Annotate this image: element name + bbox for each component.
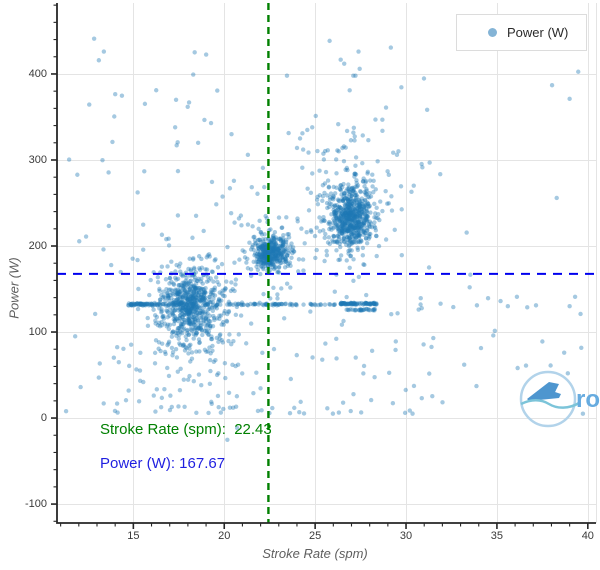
annotation-power-mean: Power (W): 167.67 bbox=[100, 455, 226, 472]
watermark-text: rows bbox=[576, 386, 600, 413]
y-tick-label: -100 bbox=[24, 498, 47, 511]
x-tick-label: 20 bbox=[218, 530, 231, 542]
y-tick-label: 400 bbox=[28, 67, 47, 80]
watermark-boat-icon bbox=[527, 382, 561, 401]
y-tick-label: 200 bbox=[28, 240, 47, 252]
legend-marker-icon bbox=[488, 28, 497, 37]
annotation-stroke-rate-mean: Stroke Rate (spm): 22.43 bbox=[100, 421, 272, 438]
y-tick-label: 100 bbox=[28, 326, 47, 339]
legend: Power (W) bbox=[456, 14, 587, 51]
watermark-circle-icon bbox=[519, 370, 577, 428]
x-axis-label: Stroke Rate (spm) bbox=[262, 546, 368, 561]
y-axis-label: Power (W) bbox=[6, 257, 22, 319]
x-tick-label: 15 bbox=[127, 530, 140, 542]
x-tick-label: 30 bbox=[399, 530, 413, 542]
x-tick-label: 25 bbox=[309, 530, 322, 542]
watermark-wave-icon bbox=[520, 399, 580, 409]
x-tick-label: 40 bbox=[581, 530, 594, 542]
y-tick-label: 0 bbox=[40, 412, 47, 425]
x-tick-label: 35 bbox=[490, 530, 504, 542]
y-tick-label: 300 bbox=[28, 153, 47, 166]
watermark-logo: rows bbox=[519, 370, 600, 428]
legend-label: Power (W) bbox=[507, 25, 569, 40]
